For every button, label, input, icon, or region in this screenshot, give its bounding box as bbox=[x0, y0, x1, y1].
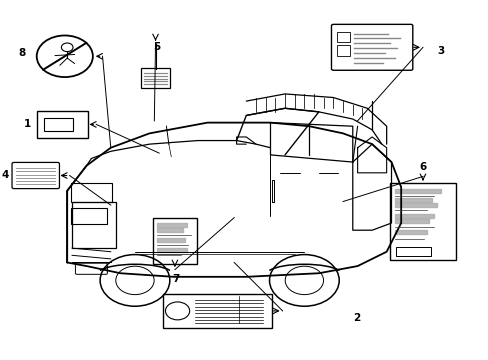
Text: 5: 5 bbox=[153, 42, 160, 52]
Text: 8: 8 bbox=[19, 48, 26, 58]
Text: 3: 3 bbox=[437, 46, 444, 56]
Text: 4: 4 bbox=[2, 170, 9, 180]
Text: 1: 1 bbox=[23, 120, 31, 129]
Text: 2: 2 bbox=[352, 313, 359, 323]
Text: 6: 6 bbox=[419, 162, 426, 172]
Text: 7: 7 bbox=[172, 274, 180, 284]
